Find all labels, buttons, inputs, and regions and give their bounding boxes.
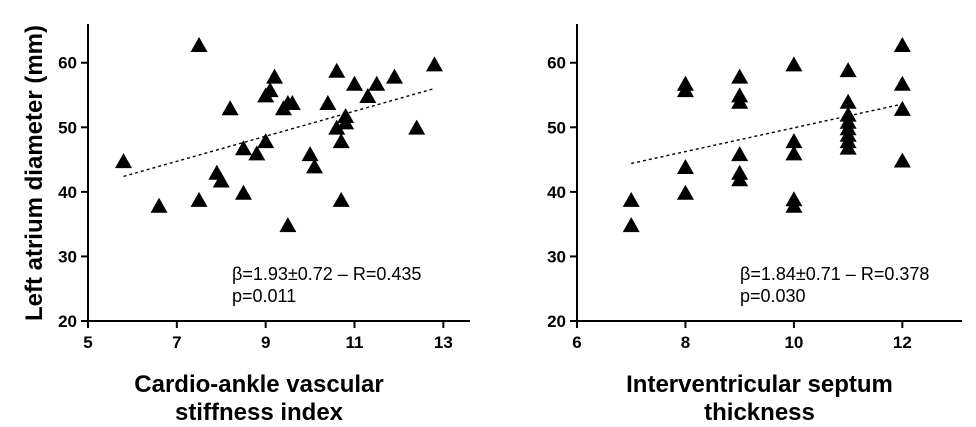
panel-1-y-tick-label: 50: [58, 118, 77, 137]
panel-1-data-point: [385, 68, 403, 84]
panel-1-data-point: [115, 153, 133, 169]
panel-1-data-point: [319, 95, 337, 111]
y-axis-title: Left atrium diameter (mm): [21, 25, 48, 321]
panel-2-y-tick-label: 20: [547, 312, 566, 331]
panel-1-x-axis-title: Cardio-ankle vascular: [134, 371, 383, 398]
panel-2-data-point: [785, 56, 803, 72]
panel-2-y-tick-label: 30: [547, 247, 566, 266]
panel-2-data-point: [839, 93, 857, 109]
chart-panel-cavi: 20 30 40 50 60 5 7 9 11 13 β=1.93±0.72 – R=0.435p=…: [58, 24, 470, 426]
panel-2-data-point: [622, 217, 640, 233]
panel-2-data-point: [839, 62, 857, 78]
panel-2-data-point: [731, 171, 749, 187]
panel-1-data-point: [150, 197, 168, 213]
panel-2-data-point: [893, 75, 911, 91]
panel-1-y-tick-label: 30: [58, 247, 77, 266]
panel-2-data-point: [893, 36, 911, 52]
panel-1-data-point: [248, 145, 266, 161]
panel-2-data-point: [676, 158, 694, 174]
panel-1-trendline: [123, 87, 435, 178]
panel-2-data-point: [785, 133, 803, 149]
panel-1-data-point: [261, 82, 279, 98]
panel-1-data-point: [190, 191, 208, 207]
panel-1-data-point: [346, 75, 364, 91]
panel-1-data-point: [328, 62, 346, 78]
panel-2-annotation: p=0.030: [740, 286, 806, 306]
panel-1-data-point: [306, 158, 324, 174]
panel-2-data-point: [676, 184, 694, 200]
panel-2-data-point: [839, 139, 857, 155]
panel-2-data-point: [622, 191, 640, 207]
panel-1-x-tick-label: 5: [83, 333, 92, 352]
panel-2-data-point: [893, 152, 911, 168]
panel-2-x-tick-label: 12: [893, 333, 912, 352]
panel-1-y-tick-label: 20: [58, 312, 77, 331]
panel-2-x-tick-label: 8: [681, 333, 690, 352]
panel-2-y-tick-label: 50: [547, 118, 566, 137]
panel-1-data-point: [234, 184, 252, 200]
panel-1-y-tick-label: 40: [58, 183, 77, 202]
panel-1-data-point: [332, 191, 350, 207]
panel-2-x-axis-title: thickness: [704, 399, 815, 426]
panel-1-x-tick-label: 7: [172, 333, 181, 352]
panel-1-data-point: [328, 119, 346, 135]
panel-1-data-point: [368, 75, 386, 91]
panel-2-data-point: [731, 146, 749, 162]
panel-1-data-point: [212, 172, 230, 188]
panel-2-data-point: [785, 145, 803, 161]
panel-1-data-point: [332, 133, 350, 149]
panel-2-data-point: [785, 197, 803, 213]
panel-2-data-point: [676, 82, 694, 98]
panel-1-data-point: [266, 68, 284, 84]
panel-1-data-point: [279, 217, 297, 233]
panel-2-data-point: [731, 93, 749, 109]
panel-2-trendline: [631, 103, 903, 165]
panel-1-data-point: [190, 36, 208, 52]
panel-1-data-point: [221, 100, 239, 116]
panel-1-data-point: [359, 87, 377, 103]
panel-2-y-tick-label: 40: [547, 183, 566, 202]
panel-1-data-point: [234, 140, 252, 156]
panel-1-data-point: [337, 114, 355, 130]
panel-1-x-tick-label: 11: [346, 333, 364, 352]
panel-2-x-tick-label: 6: [572, 333, 581, 352]
panel-1-data-point: [301, 146, 319, 162]
panel-1-annotation: β=1.93±0.72 – R=0.435: [232, 264, 421, 284]
panel-1-x-axis-title: stiffness index: [175, 399, 344, 426]
panel-1-data-point: [283, 95, 301, 111]
panel-2-x-axis-title: Interventricular septum: [626, 371, 893, 398]
chart-panel-ivs: 20 30 40 50 60 6 8 10 12 β=1.84±0.71 – R=0.378p=0…: [547, 24, 962, 426]
panel-1-annotation: p=0.011: [232, 286, 296, 306]
panel-1-data-point: [425, 56, 443, 72]
panel-2-data-point: [893, 100, 911, 116]
panel-2-annotation: β=1.84±0.71 – R=0.378: [740, 264, 929, 284]
panel-1-y-tick-label: 60: [58, 54, 77, 73]
panel-1-data-point: [408, 119, 426, 135]
panel-2-x-tick-label: 10: [784, 333, 803, 352]
panel-1-data-point: [257, 133, 275, 149]
panel-2-data-point: [731, 68, 749, 84]
panel-2-y-tick-label: 60: [547, 54, 566, 73]
panel-1-x-tick-label: 13: [434, 333, 453, 352]
panel-1-x-tick-label: 9: [261, 333, 270, 352]
